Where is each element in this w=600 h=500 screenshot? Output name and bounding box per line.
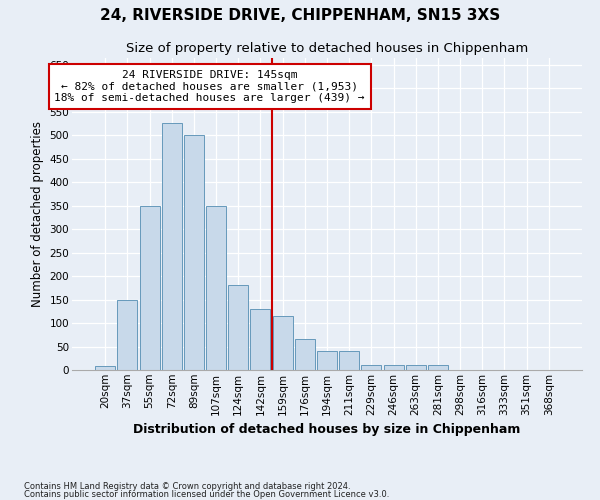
Bar	[184, 135, 204, 370]
Bar	[339, 351, 359, 370]
Bar	[383, 366, 404, 370]
Bar	[118, 300, 137, 370]
Bar	[428, 366, 448, 370]
Y-axis label: Number of detached properties: Number of detached properties	[31, 120, 44, 306]
Text: Contains HM Land Registry data © Crown copyright and database right 2024.: Contains HM Land Registry data © Crown c…	[24, 482, 350, 491]
Bar	[361, 366, 382, 370]
Bar	[206, 206, 226, 370]
Bar	[95, 366, 115, 370]
Bar	[272, 316, 293, 370]
Bar	[317, 351, 337, 370]
Bar	[250, 309, 271, 370]
Bar	[162, 124, 182, 370]
Bar	[406, 366, 426, 370]
Title: Size of property relative to detached houses in Chippenham: Size of property relative to detached ho…	[126, 42, 528, 55]
Text: 24, RIVERSIDE DRIVE, CHIPPENHAM, SN15 3XS: 24, RIVERSIDE DRIVE, CHIPPENHAM, SN15 3X…	[100, 8, 500, 22]
Bar	[140, 206, 160, 370]
Text: Contains public sector information licensed under the Open Government Licence v3: Contains public sector information licen…	[24, 490, 389, 499]
X-axis label: Distribution of detached houses by size in Chippenham: Distribution of detached houses by size …	[133, 423, 521, 436]
Bar	[228, 286, 248, 370]
Bar	[295, 340, 315, 370]
Text: 24 RIVERSIDE DRIVE: 145sqm
← 82% of detached houses are smaller (1,953)
18% of s: 24 RIVERSIDE DRIVE: 145sqm ← 82% of deta…	[55, 70, 365, 103]
